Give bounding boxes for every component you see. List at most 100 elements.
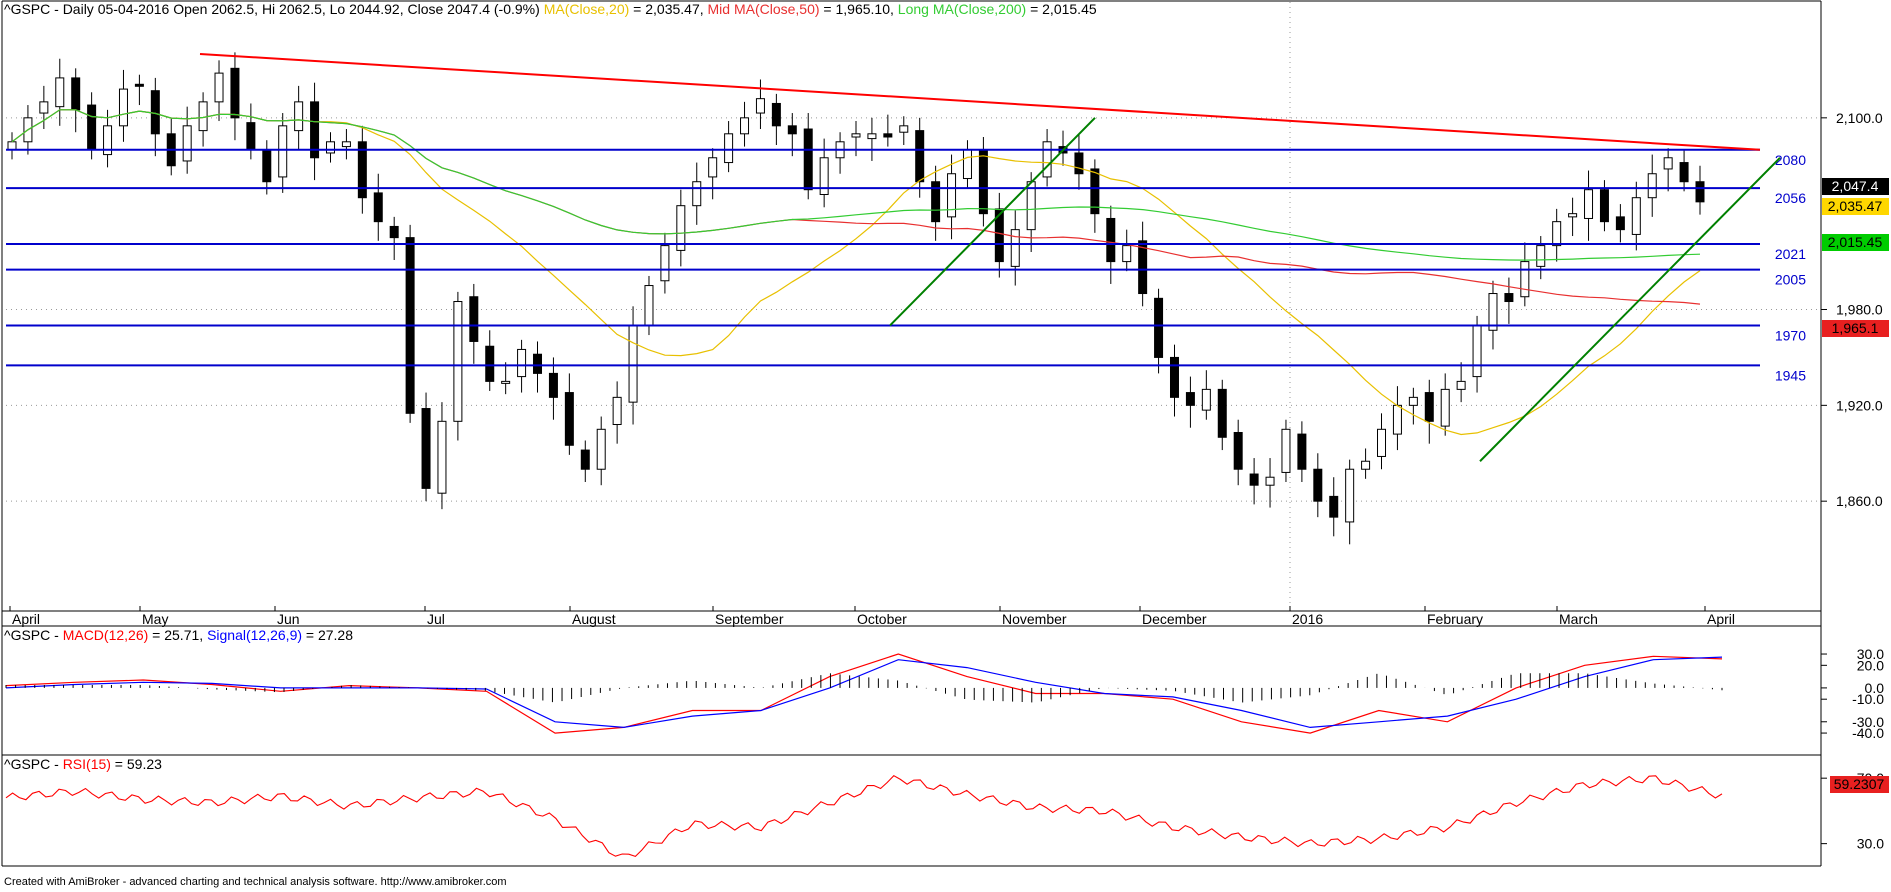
candle-body — [1361, 460, 1371, 470]
candle-body — [341, 141, 351, 148]
macd-line — [5, 653, 1723, 734]
candle-body — [1329, 495, 1339, 518]
signal-line — [5, 656, 1723, 729]
candles-group — [7, 52, 1705, 545]
rsi-pane: 70.030.0 — [5, 770, 1884, 858]
candle-body — [1647, 173, 1657, 199]
candle-body — [357, 141, 367, 199]
candle-body — [1122, 245, 1132, 263]
candle-body — [1408, 396, 1418, 406]
signal-value: = 27.28 — [302, 627, 353, 643]
macd-y-tick-label: -40.0 — [1852, 725, 1884, 741]
candle-body — [437, 420, 447, 494]
ma200-line — [11, 109, 1701, 261]
candle-body — [1504, 293, 1514, 303]
candle-body — [150, 90, 160, 135]
header-info: - Daily 05-04-2016 Open 2062.5, Hi 2062.… — [50, 1, 543, 17]
candle-body — [548, 372, 558, 398]
candle-body — [899, 125, 909, 133]
candle-body — [787, 125, 797, 135]
candle-body — [1201, 388, 1211, 411]
candle-body — [1520, 261, 1530, 298]
rsi-value: = 59.23 — [111, 756, 162, 772]
month-label: March — [1559, 611, 1598, 627]
price-y-tick-label: 1,860.0 — [1836, 493, 1883, 509]
candle-body — [198, 101, 208, 132]
price-y-tick-label: 1,920.0 — [1836, 397, 1883, 413]
candle-body — [1010, 229, 1020, 267]
candle-body — [644, 285, 654, 326]
moving-averages — [11, 109, 1701, 436]
trendline-feb — [1479, 157, 1781, 462]
candle-body — [71, 77, 81, 111]
ma20-badge-text: 2,035.47 — [1828, 198, 1883, 214]
candle-body — [1663, 157, 1673, 170]
ma50-badge-text: 1,965.1 — [1832, 320, 1879, 336]
rsi-badge-text: 59.2307 — [1834, 776, 1885, 792]
candle-body — [1679, 162, 1689, 183]
candle-body — [1042, 141, 1052, 178]
close-badge-text: 2,047.4 — [1832, 178, 1879, 194]
candle-body — [564, 392, 574, 446]
rsi-line — [5, 775, 1723, 858]
rsi-badge — [1830, 776, 1889, 793]
candle-body — [1424, 392, 1434, 422]
support-resistance: 2080 2056 2021 2005 1970 1945 — [6, 52, 1806, 462]
candle-body — [214, 72, 224, 103]
candle-body — [389, 225, 399, 239]
candle-body — [1552, 221, 1562, 247]
candle-body — [1615, 216, 1625, 231]
close-badge — [1822, 178, 1889, 195]
candle-body — [962, 149, 972, 180]
month-label: November — [1002, 611, 1067, 627]
candle-body — [978, 149, 988, 215]
macd-y-tick-label: -10.0 — [1852, 691, 1884, 707]
candle-body — [1281, 428, 1291, 473]
ma200-badge-text: 2,015.45 — [1828, 234, 1883, 250]
candle-body — [660, 245, 670, 282]
candle-body — [325, 141, 335, 154]
level-label: 2005 — [1775, 272, 1806, 288]
macd-y-tick-label: 30.0 — [1857, 646, 1884, 662]
last-value-badges: 2,047.4 2,035.47 2,015.45 1,965.1 59.230… — [1822, 178, 1889, 793]
month-label: Jun — [277, 611, 300, 627]
month-label: December — [1142, 611, 1207, 627]
candle-body — [1392, 404, 1402, 435]
ma200-value: = 2,015.45 — [1026, 1, 1097, 17]
candle-body — [883, 133, 893, 138]
candle-body — [103, 125, 113, 156]
level-label: 2056 — [1775, 190, 1806, 206]
candle-body — [692, 181, 702, 207]
macd-y-tick-label: 20.0 — [1857, 657, 1884, 673]
candle-body — [1377, 428, 1387, 457]
candle-body — [1249, 473, 1259, 486]
macd-prefix: ^GSPC - — [4, 627, 63, 643]
candle-body — [87, 104, 97, 151]
candle-body — [755, 98, 765, 114]
candle-body — [708, 157, 718, 178]
candle-body — [1568, 213, 1578, 218]
candle-body — [1456, 380, 1466, 390]
candle-body — [7, 141, 17, 151]
candle-body — [867, 133, 877, 140]
candle-body — [1313, 468, 1323, 502]
candle-body — [1217, 388, 1227, 438]
candle-body — [1169, 356, 1179, 398]
candle-body — [469, 296, 479, 342]
candle-body — [947, 173, 957, 218]
ma50-badge — [1822, 320, 1889, 337]
macd-header: ^GSPC - MACD(12,26) = 25.71, Signal(12,2… — [4, 627, 353, 643]
candle-body — [39, 101, 49, 114]
macd-y-tick-label: -30.0 — [1852, 714, 1884, 730]
candle-body — [915, 130, 925, 183]
candle-body — [1106, 217, 1116, 263]
candle-body — [1599, 189, 1609, 223]
price-y-tick-label: 2,100.0 — [1836, 110, 1883, 126]
candle-body — [1695, 181, 1705, 203]
candle-body — [1138, 240, 1148, 295]
candle-body — [1345, 468, 1355, 523]
macd-value: = 25.71, — [148, 627, 207, 643]
y-axis-ticks: 1,860.0 1,920.0 1,980.0 2,100.0 — [1821, 110, 1883, 509]
candle-body — [851, 133, 861, 138]
candle-body — [931, 181, 941, 223]
